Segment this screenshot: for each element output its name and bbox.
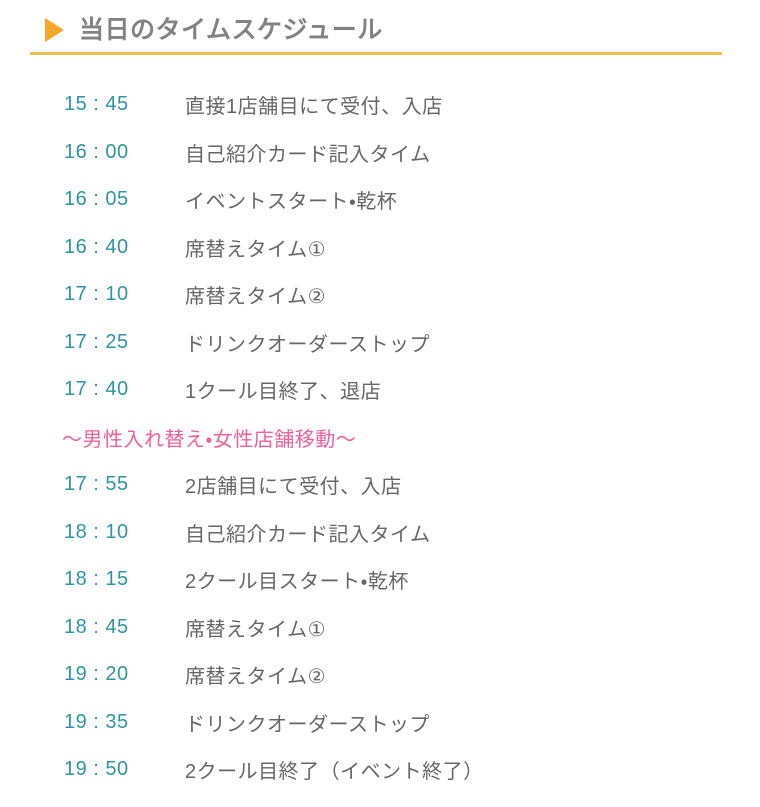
schedule-label: 席替えタイム① <box>185 238 327 261</box>
schedule-row: 19 : 50 2クール目終了（イベント終了） <box>64 746 760 794</box>
schedule-row: 16 : 05 イベントスタート・乾杯 <box>64 176 760 224</box>
schedule-label: 2クール目スタート・乾杯 <box>185 571 409 594</box>
schedule-time: 17 : 40 <box>64 378 129 401</box>
schedule-row: 19 : 20 席替えタイム② <box>64 651 760 699</box>
schedule-row: 17 : 40 1クール目終了、退店 <box>64 366 760 414</box>
schedule-divider-label: ～男性入れ替え・女性店舗移動～ <box>62 428 357 451</box>
schedule-row: 19 : 35 ドリンクオーダーストップ <box>64 699 760 747</box>
schedule-label: ドリンクオーダーストップ <box>185 713 430 736</box>
schedule-label: 席替えタイム① <box>185 618 327 641</box>
arrow-right-icon <box>45 18 64 42</box>
schedule-row: 18 : 15 2クール目スタート・乾杯 <box>64 556 760 604</box>
schedule-divider-row: ～男性入れ替え・女性店舗移動～ <box>62 414 760 462</box>
schedule-row: 16 : 40 席替えタイム① <box>64 224 760 272</box>
schedule-label: 1クール目終了、退店 <box>185 381 382 404</box>
schedule-time: 16 : 00 <box>64 140 129 163</box>
schedule-label: 直接1店舗目にて受付、入店 <box>185 96 443 119</box>
schedule-row: 17 : 25 ドリンクオーダーストップ <box>64 319 760 367</box>
schedule-label: 2店舗目にて受付、入店 <box>185 476 402 499</box>
schedule-row: 18 : 10 自己紹介カード記入タイム <box>64 509 760 557</box>
schedule-label: イベントスタート・乾杯 <box>185 191 398 214</box>
schedule-label: 自己紹介カード記入タイム <box>185 143 431 166</box>
schedule-time: 18 : 10 <box>64 520 129 543</box>
schedule-time: 16 : 05 <box>64 188 129 211</box>
schedule-list: 15 : 45 直接1店舗目にて受付、入店 16 : 00 自己紹介カード記入タイム 1… <box>0 81 760 794</box>
schedule-time: 19 : 50 <box>64 758 129 781</box>
schedule-time: 17 : 25 <box>64 330 129 353</box>
schedule-label: 2クール目終了（イベント終了） <box>185 761 484 784</box>
schedule-time: 19 : 20 <box>64 663 129 686</box>
section-header: 当日のタイムスケジュール <box>30 0 722 55</box>
schedule-row: 15 : 45 直接1店舗目にて受付、入店 <box>64 81 760 129</box>
schedule-time: 16 : 40 <box>64 235 129 258</box>
page-title: 当日のタイムスケジュール <box>79 16 383 44</box>
schedule-row: 17 : 10 席替えタイム② <box>64 271 760 319</box>
schedule-time: 17 : 10 <box>64 283 129 306</box>
schedule-row: 18 : 45 席替えタイム① <box>64 604 760 652</box>
schedule-label: 自己紹介カード記入タイム <box>185 523 431 546</box>
schedule-row: 17 : 55 2店舗目にて受付、入店 <box>64 461 760 509</box>
schedule-row: 16 : 00 自己紹介カード記入タイム <box>64 129 760 177</box>
schedule-label: 席替えタイム② <box>185 286 327 309</box>
schedule-time: 17 : 55 <box>64 473 129 496</box>
schedule-label: 席替えタイム② <box>185 666 327 689</box>
schedule-time: 19 : 35 <box>64 710 129 733</box>
schedule-time: 15 : 45 <box>64 93 129 116</box>
schedule-time: 18 : 15 <box>64 568 129 591</box>
schedule-label: ドリンクオーダーストップ <box>185 333 430 356</box>
schedule-time: 18 : 45 <box>64 615 129 638</box>
